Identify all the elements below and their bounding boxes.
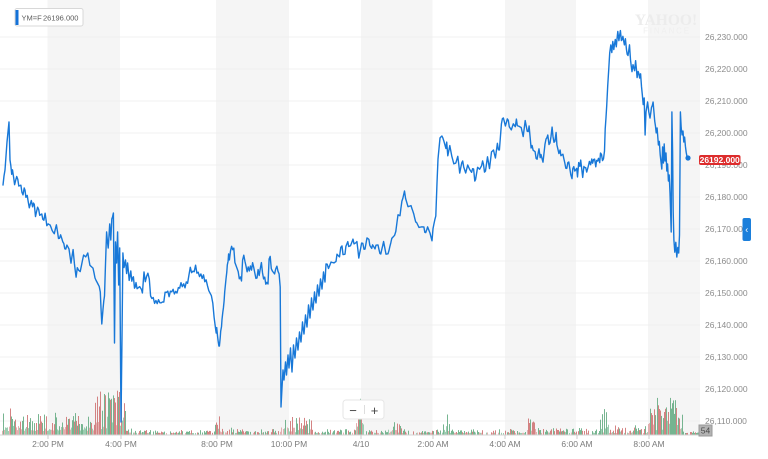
svg-text:2:00 PM: 2:00 PM [32,439,64,449]
svg-text:26,120.000: 26,120.000 [705,384,748,394]
svg-text:26,180.000: 26,180.000 [705,192,748,202]
svg-text:8:00 AM: 8:00 AM [633,439,664,449]
svg-text:6:00 AM: 6:00 AM [561,439,592,449]
svg-text:‹: ‹ [745,225,748,235]
svg-text:4/10: 4/10 [353,439,370,449]
svg-text:26,130.000: 26,130.000 [705,352,748,362]
svg-text:YAHOO!: YAHOO! [635,12,697,29]
svg-text:YM=F: YM=F [22,13,43,22]
svg-text:26,110.000: 26,110.000 [705,416,747,426]
svg-text:8:00 PM: 8:00 PM [201,439,233,449]
svg-text:FINANCE: FINANCE [643,27,691,36]
svg-text:26,230.000: 26,230.000 [705,32,748,42]
svg-text:10:00 PM: 10:00 PM [271,439,307,449]
svg-text:2:00 AM: 2:00 AM [417,439,448,449]
svg-text:+: + [371,403,379,418]
svg-text:26,210.000: 26,210.000 [705,96,748,106]
svg-text:26,170.000: 26,170.000 [705,224,748,234]
svg-text:26,160.000: 26,160.000 [705,256,748,266]
svg-text:26192.000: 26192.000 [700,155,740,165]
svg-text:54: 54 [701,426,711,436]
svg-text:26,220.000: 26,220.000 [705,64,748,74]
svg-text:26,200.000: 26,200.000 [705,128,748,138]
svg-text:26,150.000: 26,150.000 [705,288,748,298]
svg-text:26196.000: 26196.000 [43,13,78,22]
svg-text:4:00 PM: 4:00 PM [105,439,137,449]
svg-text:−: − [349,403,357,418]
svg-text:4:00 AM: 4:00 AM [489,439,520,449]
svg-text:26,140.000: 26,140.000 [705,320,748,330]
